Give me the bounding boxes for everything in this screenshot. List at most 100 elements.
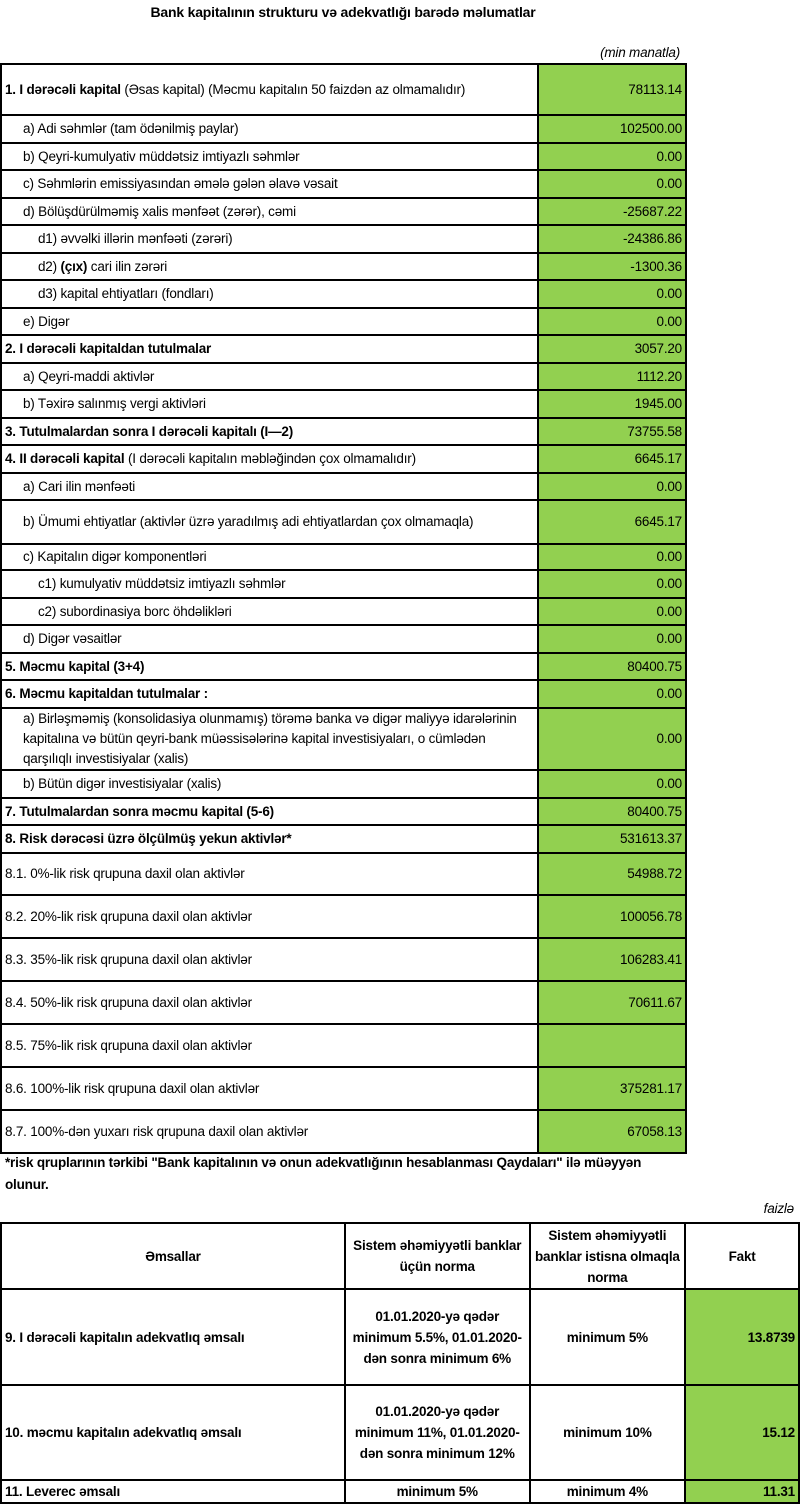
row-value: 0.00 [537,707,687,771]
table-row: d2) (çıx) cari ilin zərəri -1300.36 [0,252,687,281]
norm-other: minimum 5% [528,1288,687,1386]
label-text: c1) kumulyativ müddətsiz imtiyazlı səhml… [38,576,286,591]
fakt-value: 13.8739 [684,1288,800,1386]
table-row: 8.6. 100%-lik risk qrupuna daxil olan ak… [0,1066,687,1111]
header-ratios: Əmsallar [0,1222,346,1290]
label-text: 8.1. 0%-lik risk qrupuna daxil olan akti… [5,866,245,881]
label-text: b) Ümumi ehtiyatlar (aktivlər üzrə yarad… [23,514,474,529]
table-row: 8. Risk dərəcəsi üzrə ölçülmüş yekun akt… [0,824,687,854]
row-label: b) Bütün digər investisiyalar (xalis) [0,769,539,799]
row-label: 8.1. 0%-lik risk qrupuna daxil olan akti… [0,852,539,896]
table-row: d) Bölüşdürülməmiş xalis mənfəət (zərər)… [0,197,687,226]
row-label: a) Adi səhmlər (tam ödənilmiş paylar) [0,114,539,144]
norm-systemic: minimum 5% [343,1479,531,1504]
row-label: b) Qeyri-kumulyativ müddətsiz imtiyazlı … [0,142,539,171]
row-label: 3. Tutulmalardan sonra I dərəcəli kapita… [0,417,539,446]
table-row: c2) subordinasiya borc öhdəlikləri 0.00 [0,597,687,626]
row-value: 0.00 [537,624,687,654]
table-row: 8.3. 35%-lik risk qrupuna daxil olan akt… [0,937,687,982]
label-text: 8.4. 50%-lik risk qrupuna daxil olan akt… [5,994,252,1010]
ratio-row: 9. I dərəcəli kapitalın adekvatlıq əmsal… [0,1288,800,1386]
header-fakt: Fakt [684,1222,800,1290]
table-row: 5. Məcmu kapital (3+4) 80400.75 [0,652,687,681]
label-text: a) Qeyri-maddi aktivlər [23,368,155,384]
table-row: a) Birləşməmiş (konsolidasiya olunmamış)… [0,707,687,771]
label-prefix: d2) [38,258,61,274]
label-bold: 3. Tutulmalardan sonra I dərəcəli kapita… [5,423,293,439]
table-row: a) Qeyri-maddi aktivlər 1112.20 [0,362,687,391]
row-label: 8.4. 50%-lik risk qrupuna daxil olan akt… [0,980,539,1025]
table-row: 3. Tutulmalardan sonra I dərəcəli kapita… [0,417,687,446]
row-label: c2) subordinasiya borc öhdəlikləri [0,597,539,626]
row-value [537,1023,687,1068]
table-row: d) Digər vəsaitlər 0.00 [0,624,687,654]
label-text: 8.5. 75%-lik risk qrupuna daxil olan akt… [5,1037,252,1053]
row-value: -1300.36 [537,252,687,281]
row-label: 5. Məcmu kapital (3+4) [0,652,539,681]
norm-systemic: 01.01.2020-yə qədər minimum 5.5%, 01.01.… [343,1288,531,1386]
row-label: 2. I dərəcəli kapitaldan tutulmalar [0,334,539,364]
row-label: 8.3. 35%-lik risk qrupuna daxil olan akt… [0,937,539,982]
row-label: c) Səhmlərin emissiyasından əmələ gələn … [0,169,539,199]
row-label: d3) kapital ehtiyatları (fondları) [0,279,539,309]
header-norm-other: Sistem əhəmiyyətli banklar istisna olmaq… [528,1222,687,1290]
ratio-label: 10. məcmu kapitalın adekvatlıq əmsalı [0,1384,346,1481]
adequacy-ratios-table: Əmsallar Sistem əhəmiyyətli banklar üçün… [0,1222,800,1504]
label-text: a) Birləşməmiş (konsolidasiya olunmamış)… [23,711,517,766]
label-text: c) Kapitalın digər komponentləri [23,549,207,564]
table-row: b) Qeyri-kumulyativ müddətsiz imtiyazlı … [0,142,687,171]
table-row: e) Digər 0.00 [0,307,687,336]
label-text: (Əsas kapital) (Məcmu kapitalın 50 faizd… [120,81,466,97]
norm-systemic: 01.01.2020-yə qədər minimum 11%, 01.01.2… [343,1384,531,1481]
ratio-row: 10. məcmu kapitalın adekvatlıq əmsalı 01.… [0,1384,800,1481]
capital-structure-table: 1. I dərəcəli kapital (Əsas kapital) (Mə… [0,63,687,1154]
row-label: 8.7. 100%-dən yuxarı risk qrupuna daxil … [0,1109,539,1154]
fakt-value: 11.31 [684,1479,800,1504]
label-text: c2) subordinasiya borc öhdəlikləri [38,603,232,619]
label-text: d) Bölüşdürülməmiş xalis mənfəət (zərər)… [23,203,296,219]
row-label: d2) (çıx) cari ilin zərəri [0,252,539,281]
row-value: 0.00 [537,142,687,171]
label-bold: 7. Tutulmalardan sonra məcmu kapital (5-… [5,803,274,819]
row-value: 100056.78 [537,894,687,939]
row-value: 0.00 [537,472,687,501]
row-label: b) Təxirə salınmış vergi aktivləri [0,389,539,419]
table-row: c) Səhmlərin emissiyasından əmələ gələn … [0,169,687,199]
row-label: 8.5. 75%-lik risk qrupuna daxil olan akt… [0,1023,539,1068]
row-value: 80400.75 [537,797,687,826]
table-row: 2. I dərəcəli kapitaldan tutulmalar 3057.… [0,334,687,364]
table-row: 8.7. 100%-dən yuxarı risk qrupuna daxil … [0,1109,687,1154]
row-label: d1) əvvəlki illərin mənfəəti (zərəri) [0,224,539,254]
row-value: 1112.20 [537,362,687,391]
label-text: d) Digər vəsaitlər [23,631,122,646]
row-value: 0.00 [537,279,687,309]
norm-other: minimum 10% [528,1384,687,1481]
fakt-value: 15.12 [684,1384,800,1481]
row-value: 106283.41 [537,937,687,982]
table-row: d3) kapital ehtiyatları (fondları) 0.00 [0,279,687,309]
row-label: c) Kapitalın digər komponentləri [0,543,539,571]
header-norm-systemic: Sistem əhəmiyyətli banklar üçün norma [343,1222,531,1290]
table-row: 7. Tutulmalardan sonra məcmu kapital (5-… [0,797,687,826]
row-label: 6. Məcmu kapitaldan tutulmalar : [0,679,539,709]
label-text: b) Qeyri-kumulyativ müddətsiz imtiyazlı … [23,148,300,164]
row-label: b) Ümumi ehtiyatlar (aktivlər üzrə yarad… [0,499,539,545]
row-value: -25687.22 [537,197,687,226]
row-label: a) Qeyri-maddi aktivlər [0,362,539,391]
row-label: a) Cari ilin mənfəəti [0,472,539,501]
table-row: b) Bütün digər investisiyalar (xalis) 0.0… [0,769,687,799]
header-row: Əmsallar Sistem əhəmiyyətli banklar üçün… [0,1222,800,1290]
label-bold: 1. I dərəcəli kapital [5,81,121,97]
footnote: *risk qruplarının tərkibi "Bank kapitalı… [5,1155,642,1192]
table-row: c1) kumulyativ müddətsiz imtiyazlı səhml… [0,569,687,599]
row-label: d) Digər vəsaitlər [0,624,539,654]
row-value: 67058.13 [537,1109,687,1154]
row-label: 1. I dərəcəli kapital (Əsas kapital) (Mə… [0,63,539,116]
ratio-label: 9. I dərəcəli kapitalın adekvatlıq əmsal… [0,1288,346,1386]
row-value: 0.00 [537,307,687,336]
label-bold-inline: (çıx) [60,258,88,274]
row-label: d) Bölüşdürülməmiş xalis mənfəət (zərər)… [0,197,539,226]
row-label: a) Birləşməmiş (konsolidasiya olunmamış)… [0,707,539,771]
label-text: 8.7. 100%-dən yuxarı risk qrupuna daxil … [5,1123,309,1139]
row-label: 8.2. 20%-lik risk qrupuna daxil olan akt… [0,894,539,939]
